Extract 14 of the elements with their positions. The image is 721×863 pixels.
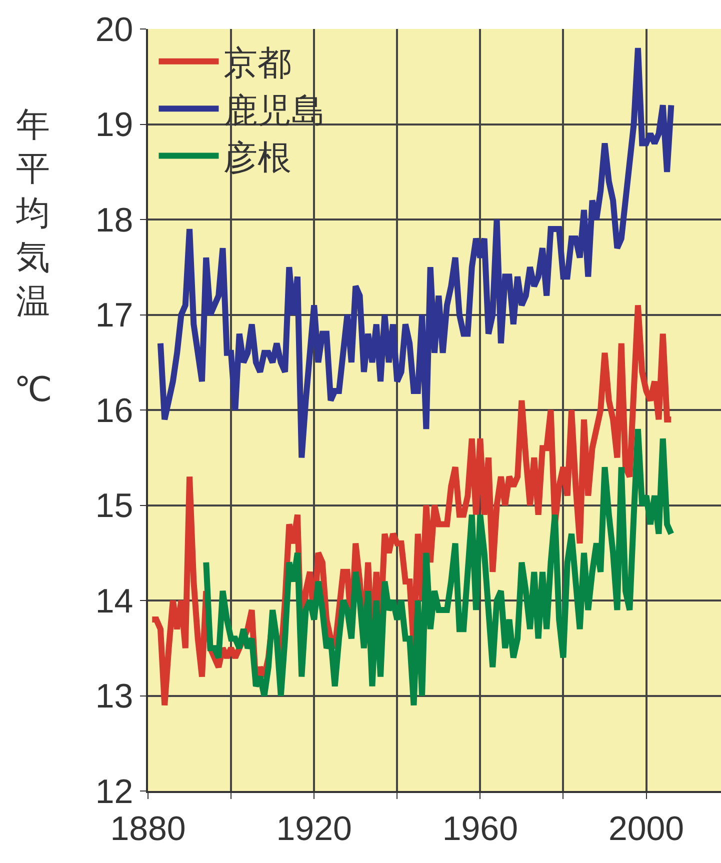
y-tick-label: 15 <box>95 487 134 526</box>
text: 年平均気温 ℃ <box>14 106 52 410</box>
y-tick-label: 19 <box>95 106 134 144</box>
y-tick-label: 20 <box>95 10 134 49</box>
y-tick-label: 17 <box>95 296 134 335</box>
x-tick-label: 2000 <box>608 810 684 848</box>
x-tick-label: 1960 <box>442 810 518 848</box>
y-tick-label: 12 <box>95 772 134 811</box>
y-tick-label: 14 <box>95 582 134 620</box>
y-tick-label: 16 <box>95 392 134 430</box>
x-tick-label: 1920 <box>276 810 352 848</box>
y-tick-label: 18 <box>95 201 134 240</box>
x-tick-label: 1880 <box>110 810 186 848</box>
y-tick-label: 13 <box>95 678 134 716</box>
